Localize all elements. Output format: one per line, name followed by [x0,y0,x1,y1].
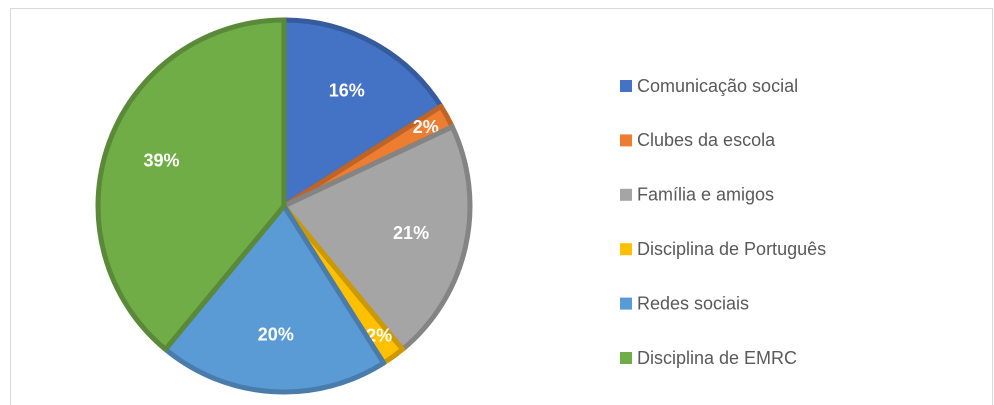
legend-swatch [620,188,632,201]
legend-label: Clubes da escola [637,130,776,150]
chart-frame [10,8,993,405]
data-label: 16% [329,81,365,101]
legend-label: Disciplina de Português [637,239,826,259]
data-label: 2% [366,326,392,346]
pie-slice [281,17,444,209]
legend-swatch [620,134,632,147]
data-label: 2% [413,117,439,137]
legend-label: Família e amigos [637,185,774,205]
legend-label: Redes sociais [637,293,749,313]
legend-swatch [620,243,632,256]
pie-slice [95,17,287,352]
pie-slice [281,124,473,352]
data-label: 20% [258,325,294,345]
legend-swatch [620,352,632,364]
data-label: 21% [393,223,429,243]
legend-swatch [620,297,632,310]
legend-swatch [620,80,632,92]
pie-slice [162,203,387,395]
legend-label: Disciplina de EMRC [637,348,797,368]
legend-label: Comunicação social [637,76,798,96]
data-label: 39% [143,151,179,171]
